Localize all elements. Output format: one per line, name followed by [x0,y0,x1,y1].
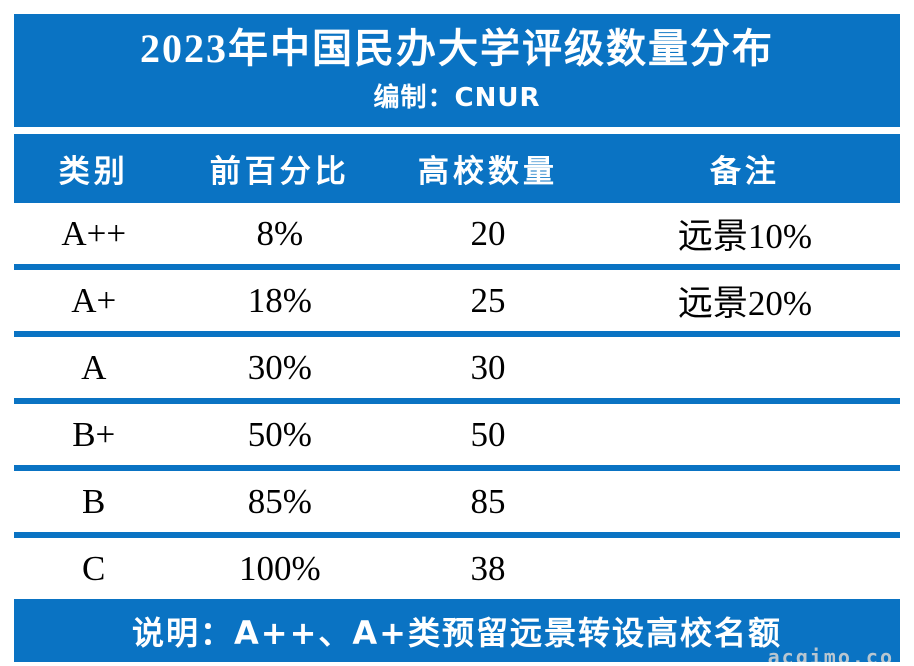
cell-category: B+ [14,401,174,471]
cell-count: 30 [386,334,590,404]
footer-note-text: 说明：A++、A+类预留远景转设高校名额 [132,613,782,652]
column-header-note: 备注 [589,134,900,203]
cell-count: 25 [386,267,590,337]
table-header-row: 类别 前百分比 高校数量 备注 [14,134,900,203]
cell-category: A++ [14,203,174,270]
ratings-table: 类别 前百分比 高校数量 备注 A++ 8% 20 远景10% A+ 18% 2… [14,134,900,599]
cell-count: 20 [386,203,590,270]
table-row: C 100% 38 [14,535,900,599]
cell-note [589,535,900,599]
table-row: A 30% 30 [14,334,900,404]
table-row: B 85% 85 [14,468,900,538]
cell-category: A [14,334,174,404]
page-title: 2023年中国民办大学评级数量分布 [140,26,774,71]
cell-note [589,468,900,538]
cell-category: B [14,468,174,538]
cell-percentile: 85% [173,468,387,538]
cell-category: A+ [14,267,174,337]
table-row: A++ 8% 20 远景10% [14,203,900,270]
cell-count: 85 [386,468,590,538]
cell-percentile: 18% [173,267,387,337]
cell-percentile: 50% [173,401,387,471]
compiler-subtitle: 编制：CNUR [373,83,541,113]
cell-percentile: 8% [173,203,387,270]
cell-percentile: 30% [173,334,387,404]
cell-percentile: 100% [173,535,387,599]
title-band: 2023年中国民办大学评级数量分布 编制：CNUR [14,14,900,127]
column-header-percentile: 前百分比 [173,134,387,203]
cell-note: 远景20% [589,267,900,337]
table-row: B+ 50% 50 [14,401,900,471]
cell-category: C [14,535,174,599]
title-header-divider [14,127,900,134]
cell-count: 38 [386,535,590,599]
cell-count: 50 [386,401,590,471]
cell-note [589,401,900,471]
column-header-category: 类别 [14,134,174,203]
cell-note [589,334,900,404]
table-container: 2023年中国民办大学评级数量分布 编制：CNUR 类别 前百分比 高校数量 备… [14,14,900,662]
watermark-text: acgimo.co [767,645,894,662]
table-row: A+ 18% 25 远景20% [14,267,900,337]
cell-note: 远景10% [589,203,900,270]
column-header-count: 高校数量 [386,134,590,203]
footer-note-band: 说明：A++、A+类预留远景转设高校名额 acgimo.co [14,599,900,662]
